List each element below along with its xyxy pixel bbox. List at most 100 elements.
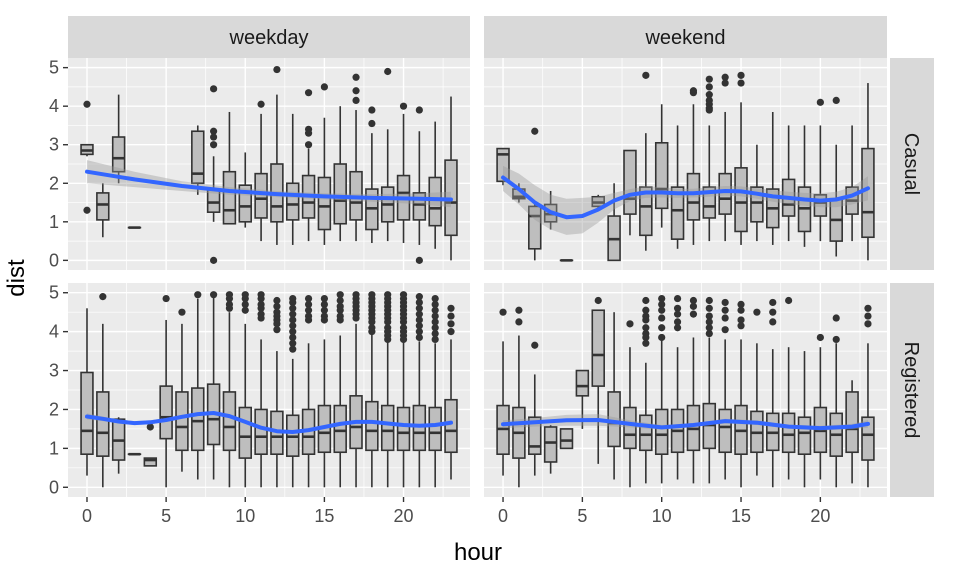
smooth-line [501,418,870,431]
boxplot-hour-11 [670,125,685,249]
box [412,404,427,452]
outlier-point [721,298,729,307]
outlier-point [336,316,344,324]
boxplot-hour-21 [412,293,427,488]
box [191,387,205,452]
outlier-point [320,306,328,314]
outlier-point [737,71,745,79]
boxplot-hour-19 [797,351,812,488]
box [238,184,252,223]
box [623,149,637,215]
boxplot-hour-7 [191,291,205,480]
outlier-point [769,298,777,307]
y-tick-label: 4 [49,96,59,116]
outlier-point [257,294,265,303]
outlier-point [336,291,344,299]
boxplot-hour-4 [143,423,158,467]
outlier-point [642,306,650,314]
box [718,408,732,454]
outlier-point [673,310,682,318]
outlier-point [368,106,376,114]
outlier-point [225,304,234,312]
box [191,130,205,185]
y-tick-label: 2 [49,173,59,193]
boxplot-hour-16 [333,106,347,242]
outlier-point [705,329,713,338]
outlier-point [431,294,439,303]
outlier-point [689,89,698,97]
outlier-point [705,106,713,114]
outlier-point [415,298,423,307]
outlier-point [705,296,713,305]
outlier-point [737,316,745,324]
outlier-point [210,141,218,149]
boxplot-hour-23 [444,304,458,480]
box [175,391,189,452]
outlier-point [658,314,666,322]
boxplot-hour-8 [623,320,637,488]
outlier-point [304,316,313,324]
boxplot-hour-9 [222,111,237,225]
box [575,369,590,397]
box [111,136,126,173]
outlier-point [658,294,666,303]
box [845,391,859,454]
y-tick-label: 5 [49,58,59,78]
boxplot-hour-5 [575,369,590,429]
confidence-ribbon [87,160,451,208]
boxplot-hour-3 [543,425,558,474]
x-tick-label: 10 [235,506,255,526]
boxplot-hour-20 [813,98,828,242]
boxplot-hour-19 [380,291,395,488]
boxplot-hour-22 [428,294,442,488]
outlier-point [816,98,824,106]
box [718,172,732,215]
outlier-point [642,316,650,324]
outlier-point [705,312,713,320]
outlier-point [210,127,218,135]
x-tick-label: 0 [82,506,92,526]
smooth-line [85,169,453,202]
boxplot-hour-18 [365,106,379,244]
outlier-point [721,326,729,334]
outlier-point [864,312,872,320]
outlier-point [273,302,281,310]
strip-layer: weekday weekend Casual Registered [68,16,934,497]
boxplot-hour-18 [365,291,379,488]
outlier-point [273,320,281,328]
box [591,309,605,387]
outlier-point [642,333,650,342]
outlier-point [304,129,313,137]
boxplot-hour-10 [654,104,669,228]
box [654,142,669,210]
outlier-point [225,294,234,303]
outlier-point [83,100,91,108]
outlier-point [210,256,218,264]
panel-weekend-Casual [484,58,887,270]
boxplot-hour-10 [238,152,252,228]
outlier-point [352,314,360,322]
outlier-point [705,318,713,326]
boxplot-hour-6 [175,308,189,472]
outlier-point [431,335,439,344]
outlier-point [210,133,218,141]
box [428,176,442,227]
box [380,404,395,452]
outlier-point [832,96,840,104]
smooth-line [85,411,453,434]
outlier-point [289,316,297,324]
outlier-point [737,300,745,308]
box [686,172,701,221]
box [528,205,542,250]
outlier-point [415,106,423,114]
row-strip-label-Casual: Casual [900,133,922,195]
boxplot-hour-18 [781,296,796,480]
outlier-point [658,306,666,314]
box [750,186,764,223]
outlier-point [384,335,392,344]
boxplot-hour-1 [512,306,526,488]
boxplot-hour-4 [559,428,574,450]
boxplot-hour-0 [80,308,94,476]
outlier-point [753,308,761,316]
boxplot-hour-2 [111,417,126,474]
